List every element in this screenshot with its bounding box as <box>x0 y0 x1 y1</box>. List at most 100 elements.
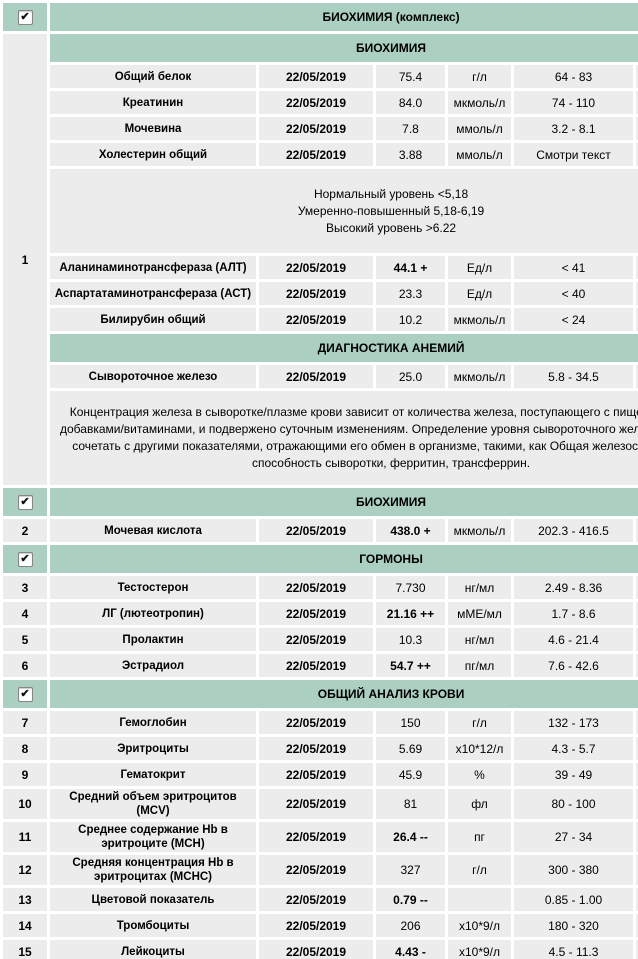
result-row: 10 Средний объем эритроцитов (MCV) 22/05/2… <box>3 789 638 819</box>
test-range-cell: 1.7 - 8.6 <box>514 602 633 625</box>
test-date-cell: 22/05/2019 <box>259 143 373 166</box>
test-value-cell: 25.0 <box>376 365 445 388</box>
row-number-cell: 4 <box>3 602 47 625</box>
test-name-cell: Аланинаминотрансфераза (АЛТ) <box>50 256 256 279</box>
test-comment-cell <box>636 628 638 651</box>
row-number-cell: 13 <box>3 888 47 911</box>
test-comment-cell <box>636 143 638 166</box>
test-name-cell: Тестостерон <box>50 576 256 599</box>
test-comment-cell <box>636 914 638 937</box>
group-checkbox[interactable]: ✔ <box>17 687 33 702</box>
row-number-cell: 3 <box>3 576 47 599</box>
result-row: Креатинин 22/05/2019 84.0 мкмоль/л 74 - 110 <box>3 91 638 114</box>
test-name-cell: Билирубин общий <box>50 308 256 331</box>
test-range-cell: 180 - 320 <box>514 914 633 937</box>
test-value-cell: 7.8 <box>376 117 445 140</box>
test-value-cell: 438.0 + <box>376 519 445 542</box>
result-row: 14 Тромбоциты 22/05/2019 206 x10*9/л 180 - 32… <box>3 914 638 937</box>
note-line: сочетать с другими показателями, отражаю… <box>72 439 638 453</box>
test-date-cell: 22/05/2019 <box>259 789 373 819</box>
group-checkbox[interactable]: ✔ <box>17 495 33 510</box>
test-range-cell: 80 - 100 <box>514 789 633 819</box>
test-range-cell: 74 - 110 <box>514 91 633 114</box>
test-comment-cell <box>636 763 638 786</box>
test-comment-cell <box>636 576 638 599</box>
test-comment-cell <box>636 519 638 542</box>
test-name-cell: Креатинин <box>50 91 256 114</box>
test-comment-cell <box>636 737 638 760</box>
test-date-cell: 22/05/2019 <box>259 628 373 651</box>
result-row: 15 Лейкоциты 22/05/2019 4.43 - x10*9/л 4.5 - … <box>3 940 638 959</box>
test-comment-cell <box>636 308 638 331</box>
test-comment-cell <box>636 282 638 305</box>
test-value-cell: 206 <box>376 914 445 937</box>
test-date-cell: 22/05/2019 <box>259 855 373 885</box>
note-line: Концентрация железа в сыворотке/плазме к… <box>69 405 638 419</box>
group-checkbox-cell: ✔ <box>3 3 47 31</box>
test-range-cell: 64 - 83 <box>514 65 633 88</box>
test-name-cell: ЛГ (лютеотропин) <box>50 602 256 625</box>
test-date-cell: 22/05/2019 <box>259 914 373 937</box>
note-line: Высокий уровень >6.22 <box>325 220 457 235</box>
test-value-cell: 3.88 <box>376 143 445 166</box>
test-date-cell: 22/05/2019 <box>259 256 373 279</box>
group-checkbox[interactable]: ✔ <box>17 552 33 567</box>
test-comment-cell <box>636 789 638 819</box>
test-value-cell: 26.4 -- <box>376 822 445 852</box>
result-row: 3 Тестостерон 22/05/2019 7.730 нг/мл 2.49 - 8… <box>3 576 638 599</box>
test-value-cell: 75.4 <box>376 65 445 88</box>
test-comment-cell <box>636 365 638 388</box>
test-name-cell: Цветовой показатель <box>50 888 256 911</box>
group-header-title: ОБЩИЙ АНАЛИЗ КРОВИ <box>50 680 638 708</box>
result-row: Холестерин общий 22/05/2019 3.88 ммоль/л Смо… <box>3 143 638 166</box>
test-date-cell: 22/05/2019 <box>259 737 373 760</box>
test-date-cell: 22/05/2019 <box>259 65 373 88</box>
row-number-cell: 2 <box>3 519 47 542</box>
result-row: 11 Среднее содержание Hb в эритроците (MC… <box>3 822 638 852</box>
result-row: 8 Эритроциты 22/05/2019 5.69 x10*12/л 4.3 - 5… <box>3 737 638 760</box>
test-unit-cell: ммоль/л <box>448 143 511 166</box>
test-range-cell: 300 - 380 <box>514 855 633 885</box>
test-comment-cell <box>636 117 638 140</box>
test-comment-cell <box>636 711 638 734</box>
test-range-cell: 4.6 - 21.4 <box>514 628 633 651</box>
test-value-cell: 44.1 + <box>376 256 445 279</box>
result-row: 5 Пролактин 22/05/2019 10.3 нг/мл 4.6 - 21.4 <box>3 628 638 651</box>
test-unit-cell: г/л <box>448 711 511 734</box>
test-range-cell: 4.5 - 11.3 <box>514 940 633 959</box>
group-header-row: ✔ ОБЩИЙ АНАЛИЗ КРОВИ <box>3 680 638 708</box>
group-header-row: ✔ БИОХИМИЯ <box>3 488 638 516</box>
group-checkbox-cell: ✔ <box>3 488 47 516</box>
test-date-cell: 22/05/2019 <box>259 888 373 911</box>
test-value-cell: 7.730 <box>376 576 445 599</box>
test-unit-cell: мМЕ/мл <box>448 602 511 625</box>
note-line: способность сыворотки, ферритин, трансфе… <box>251 456 531 470</box>
result-row: Аланинаминотрансфераза (АЛТ) 22/05/2019 44… <box>3 256 638 279</box>
result-row: 2 Мочевая кислота 22/05/2019 438.0 + мкмоль/… <box>3 519 638 542</box>
result-row: 4 ЛГ (лютеотропин) 22/05/2019 21.16 ++ мМЕ/м… <box>3 602 638 625</box>
test-name-cell: Среднее содержание Hb в эритроците (MCH) <box>50 822 256 852</box>
group-checkbox[interactable]: ✔ <box>17 10 33 25</box>
note-line: Умеренно-повышенный 5,18-6,19 <box>297 203 485 218</box>
test-value-cell: 21.16 ++ <box>376 602 445 625</box>
test-range-cell: 2.49 - 8.36 <box>514 576 633 599</box>
subheader-title: ДИАГНОСТИКА АНЕМИЙ <box>50 334 638 362</box>
test-unit-cell <box>448 888 511 911</box>
row-number-cell: 9 <box>3 763 47 786</box>
test-date-cell: 22/05/2019 <box>259 602 373 625</box>
test-date-cell: 22/05/2019 <box>259 117 373 140</box>
test-unit-cell: x10*12/л <box>448 737 511 760</box>
test-comment-cell <box>636 91 638 114</box>
row-number-cell: 14 <box>3 914 47 937</box>
test-range-cell: 3.2 - 8.1 <box>514 117 633 140</box>
group-header-row: ✔ ГОРМОНЫ <box>3 545 638 573</box>
test-name-cell: Мочевина <box>50 117 256 140</box>
row-number-cell: 15 <box>3 940 47 959</box>
test-range-cell: Смотри текст <box>514 143 633 166</box>
test-comment-cell <box>636 256 638 279</box>
test-range-cell: 202.3 - 416.5 <box>514 519 633 542</box>
test-date-cell: 22/05/2019 <box>259 519 373 542</box>
group-checkbox-cell: ✔ <box>3 545 47 573</box>
